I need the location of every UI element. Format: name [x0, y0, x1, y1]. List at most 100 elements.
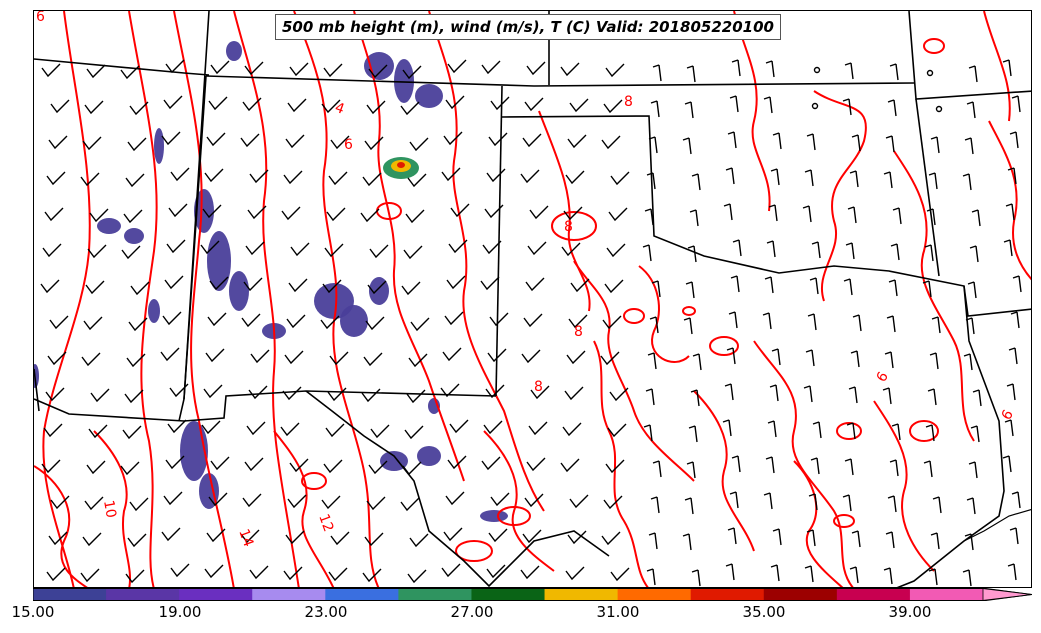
wind-barb [323, 459, 343, 474]
wind-barb [601, 531, 621, 546]
wind-barb [802, 205, 812, 223]
colorbar-tick-label: 39.00 [888, 603, 932, 621]
wind-barb [281, 206, 301, 221]
colorbar-tick-label: 15.00 [11, 603, 55, 621]
wind-barb [609, 387, 629, 402]
wind-barb [562, 422, 582, 437]
wind-speed-patch [415, 84, 443, 108]
wind-barb [329, 351, 349, 366]
wind-barb [564, 386, 584, 401]
wind-barb [249, 169, 269, 184]
contour-label: 6 [999, 407, 1017, 423]
wind-barb [524, 493, 544, 508]
wind-barb [447, 455, 467, 470]
wind-speed-shading [34, 41, 508, 522]
wind-barb [809, 277, 819, 295]
wind-barb [168, 203, 188, 218]
wind-barb [962, 569, 972, 587]
state-border [495, 85, 503, 397]
wind-barb [528, 421, 548, 436]
wind-barb [887, 495, 897, 513]
wind-barb [44, 207, 64, 222]
wind-barb [403, 245, 423, 260]
wind-barb [927, 388, 937, 406]
wind-barb [90, 388, 110, 403]
wind-barb [401, 281, 421, 296]
wind-barb [684, 101, 694, 119]
temperature-contour [93, 430, 131, 587]
colorbar-segment [106, 588, 180, 601]
wind-barb [288, 278, 308, 293]
wind-barb [844, 62, 854, 80]
wind-barb [490, 96, 510, 111]
wind-speed-maximum [397, 162, 405, 168]
wind-barb [683, 317, 693, 335]
wind-barb [1005, 203, 1015, 221]
wind-barb [321, 495, 341, 510]
wind-barb [971, 209, 981, 227]
colorbar-segment [179, 588, 253, 601]
wind-speed-patch [226, 41, 242, 61]
wind-barb [167, 419, 187, 434]
wind-barb [888, 279, 898, 297]
colorbar-segment [252, 588, 326, 601]
wind-barb [164, 275, 184, 290]
wind-barb [968, 65, 978, 83]
wind-barb [205, 348, 225, 363]
wind-barb [402, 461, 422, 476]
wind-barb [407, 173, 427, 188]
wind-barb [561, 242, 581, 257]
wind-barb [726, 347, 736, 365]
wind-barb [930, 532, 940, 550]
state-border [305, 390, 610, 587]
wind-barb [80, 172, 100, 187]
wind-barb [120, 65, 140, 80]
wind-speed-patch [199, 473, 219, 509]
wind-barb [489, 312, 509, 327]
wind-barb [685, 281, 695, 299]
wind-barb [1004, 419, 1014, 437]
wind-barb [480, 276, 500, 291]
wind-barb [204, 168, 224, 183]
wind-barb [201, 420, 221, 435]
wind-barb [684, 497, 694, 515]
wind-barb [605, 63, 625, 78]
contour-label: 12 [315, 512, 336, 534]
wind-barb [885, 531, 895, 549]
wind-barb [210, 456, 230, 471]
temperature-contour-loop [836, 422, 862, 440]
wind-barb [770, 168, 780, 186]
wind-barb [82, 532, 102, 547]
temperature-contour [42, 11, 91, 587]
wind-barb [163, 491, 183, 506]
wind-barb [360, 208, 380, 223]
wind-barb [610, 567, 630, 582]
calm-wind-circle [935, 105, 943, 113]
wind-barb [449, 419, 469, 434]
wind-barb [928, 172, 938, 190]
wind-barb [963, 353, 973, 371]
temperature-contour [693, 390, 755, 552]
wind-barb [925, 424, 935, 442]
wind-speed-patch [124, 228, 144, 244]
wind-barb [487, 348, 507, 363]
wind-barb [84, 496, 104, 511]
wind-barb [648, 532, 658, 550]
calm-wind-circle [813, 66, 821, 74]
wind-barb [887, 99, 897, 117]
wind-barb [644, 208, 654, 226]
wind-barb [643, 424, 653, 442]
wind-barb [330, 531, 350, 546]
wind-barb [812, 421, 822, 439]
wind-barb [409, 137, 429, 152]
wind-barb [407, 569, 427, 584]
wind-barb [120, 461, 140, 476]
wind-barb [527, 241, 547, 256]
temperature-contour-loop [682, 306, 696, 316]
wind-barb [932, 496, 942, 514]
wind-barb [121, 245, 141, 260]
wind-barb [804, 565, 814, 583]
wind-barb [443, 131, 463, 146]
wind-barb [446, 275, 466, 290]
wind-barb [727, 131, 737, 149]
